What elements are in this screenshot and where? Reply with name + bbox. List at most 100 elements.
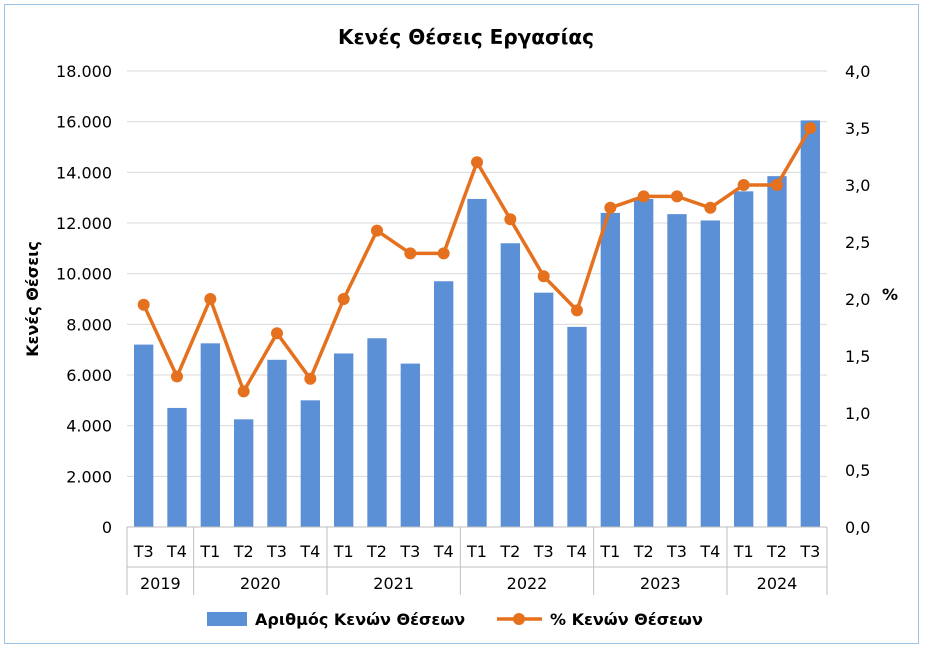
y2-tick-label: 0,0 — [845, 518, 870, 537]
x-tick-label: Τ3 — [799, 542, 820, 561]
line-point — [404, 247, 417, 260]
line-point — [271, 327, 283, 340]
y-tick-label: 0 — [102, 518, 112, 537]
y-tick-label: 10.000 — [56, 265, 112, 284]
bar — [500, 243, 520, 527]
line-point — [671, 190, 683, 203]
x-tick-label: Τ2 — [233, 542, 254, 561]
bar — [534, 292, 554, 527]
x-tick-label: Τ1 — [599, 542, 620, 561]
x-group-label: 2022 — [507, 574, 548, 593]
x-tick-label: Τ3 — [666, 542, 687, 561]
x-tick-label: Τ4 — [166, 542, 187, 561]
bar — [767, 176, 787, 527]
x-group-label: 2019 — [140, 574, 181, 593]
bar — [800, 120, 820, 528]
y-tick-label: 16.000 — [56, 113, 112, 132]
bar — [700, 220, 720, 527]
y2-tick-label: 1,0 — [845, 404, 870, 423]
line-point — [537, 270, 550, 283]
line-point — [304, 372, 317, 385]
y2-tick-label: 4,0 — [845, 62, 870, 81]
y2-axis-label: % — [882, 285, 898, 304]
legend-bar-swatch — [207, 612, 247, 626]
line-point — [237, 385, 250, 398]
y-tick-label: 14.000 — [56, 163, 112, 182]
x-group-label: 2021 — [373, 574, 414, 593]
chart-title: Κενές Θέσεις Εργασίας — [338, 25, 594, 49]
line-point — [371, 224, 383, 237]
x-group-label: 2024 — [757, 574, 798, 593]
line-point — [504, 213, 517, 226]
x-tick-label: Τ4 — [433, 542, 454, 561]
x-tick-label: Τ2 — [366, 542, 387, 561]
x-tick-label: Τ3 — [266, 542, 287, 561]
y-tick-label: 4.000 — [66, 417, 112, 436]
line-point — [704, 201, 717, 214]
x-tick-label: Τ4 — [299, 542, 320, 561]
bar — [734, 191, 754, 528]
line-point — [471, 156, 483, 169]
x-group-label: 2020 — [240, 574, 281, 593]
bar — [567, 326, 587, 527]
line-point — [771, 179, 783, 191]
bar — [334, 353, 354, 527]
x-tick-label: Τ3 — [533, 542, 554, 561]
y2-tick-label: 2,5 — [845, 233, 870, 252]
x-tick-label: Τ4 — [699, 542, 720, 561]
bar — [600, 212, 620, 527]
line-point — [571, 304, 583, 317]
legend: Αριθμός Κενών Θέσεων % Κενών Θέσεων — [207, 610, 703, 629]
line-point — [171, 370, 183, 383]
y-tick-label: 8.000 — [66, 315, 112, 334]
x-tick-label: Τ4 — [566, 542, 587, 561]
legend-bar-label: Αριθμός Κενών Θέσεων — [255, 610, 465, 629]
bar-series — [134, 120, 820, 528]
bar — [634, 198, 654, 527]
x-axis: Τ3 Τ4 Τ1 Τ2 Τ3 Τ4 Τ1 Τ2 Τ3 Τ4 Τ1 Τ2 Τ3 Τ4 Τ1 Τ2 Τ3 Τ4 Τ1 Τ2… — [126, 526, 828, 595]
bar — [467, 198, 487, 527]
legend-line-marker — [513, 613, 525, 625]
bar — [667, 214, 687, 527]
x-tick-label: Τ3 — [133, 542, 154, 561]
y-axis-right: 0,0 0,5 1,0 1,5 2,0 2,5 3,0 3,5 4,0 — [845, 62, 870, 537]
y-axis-left: 0 2.000 4.000 6.000 8.000 10.000 12.000 14.000 1… — [56, 62, 112, 537]
bar — [367, 338, 387, 527]
line-point — [737, 179, 750, 191]
y2-tick-label: 1,5 — [845, 347, 870, 366]
line-point — [604, 201, 617, 214]
x-tick-label: Τ1 — [199, 542, 220, 561]
x-tick-label: Τ2 — [499, 542, 520, 561]
x-group-label: 2023 — [640, 574, 681, 593]
line-point — [137, 298, 150, 311]
line-point — [804, 122, 817, 134]
legend-line-label: % Κενών Θέσεων — [550, 610, 703, 629]
x-tick-label: Τ2 — [633, 542, 654, 561]
y2-tick-label: 3,0 — [845, 176, 870, 195]
y2-tick-label: 0,5 — [845, 461, 870, 480]
x-tick-label: Τ1 — [733, 542, 754, 561]
y-tick-label: 2.000 — [66, 467, 112, 486]
bar — [267, 359, 287, 527]
bar — [434, 281, 454, 527]
bar — [400, 363, 420, 527]
x-tick-label: Τ1 — [466, 542, 487, 561]
y-tick-label: 18.000 — [56, 62, 112, 81]
x-tick-label: Τ3 — [399, 542, 420, 561]
y-tick-label: 12.000 — [56, 214, 112, 233]
bar — [134, 344, 154, 527]
y2-tick-label: 3,5 — [845, 119, 870, 138]
line-point — [437, 247, 450, 260]
line-series — [137, 122, 817, 398]
y2-tick-label: 2,0 — [845, 290, 870, 309]
bar — [234, 419, 254, 527]
y-tick-label: 6.000 — [66, 366, 112, 385]
line-point — [204, 293, 217, 305]
bar — [200, 343, 220, 527]
y-axis-label: Κενές Θέσεις — [23, 241, 42, 357]
line-point — [637, 190, 650, 203]
line-point — [337, 293, 350, 305]
x-tick-label: Τ2 — [766, 542, 787, 561]
bar — [300, 400, 320, 527]
